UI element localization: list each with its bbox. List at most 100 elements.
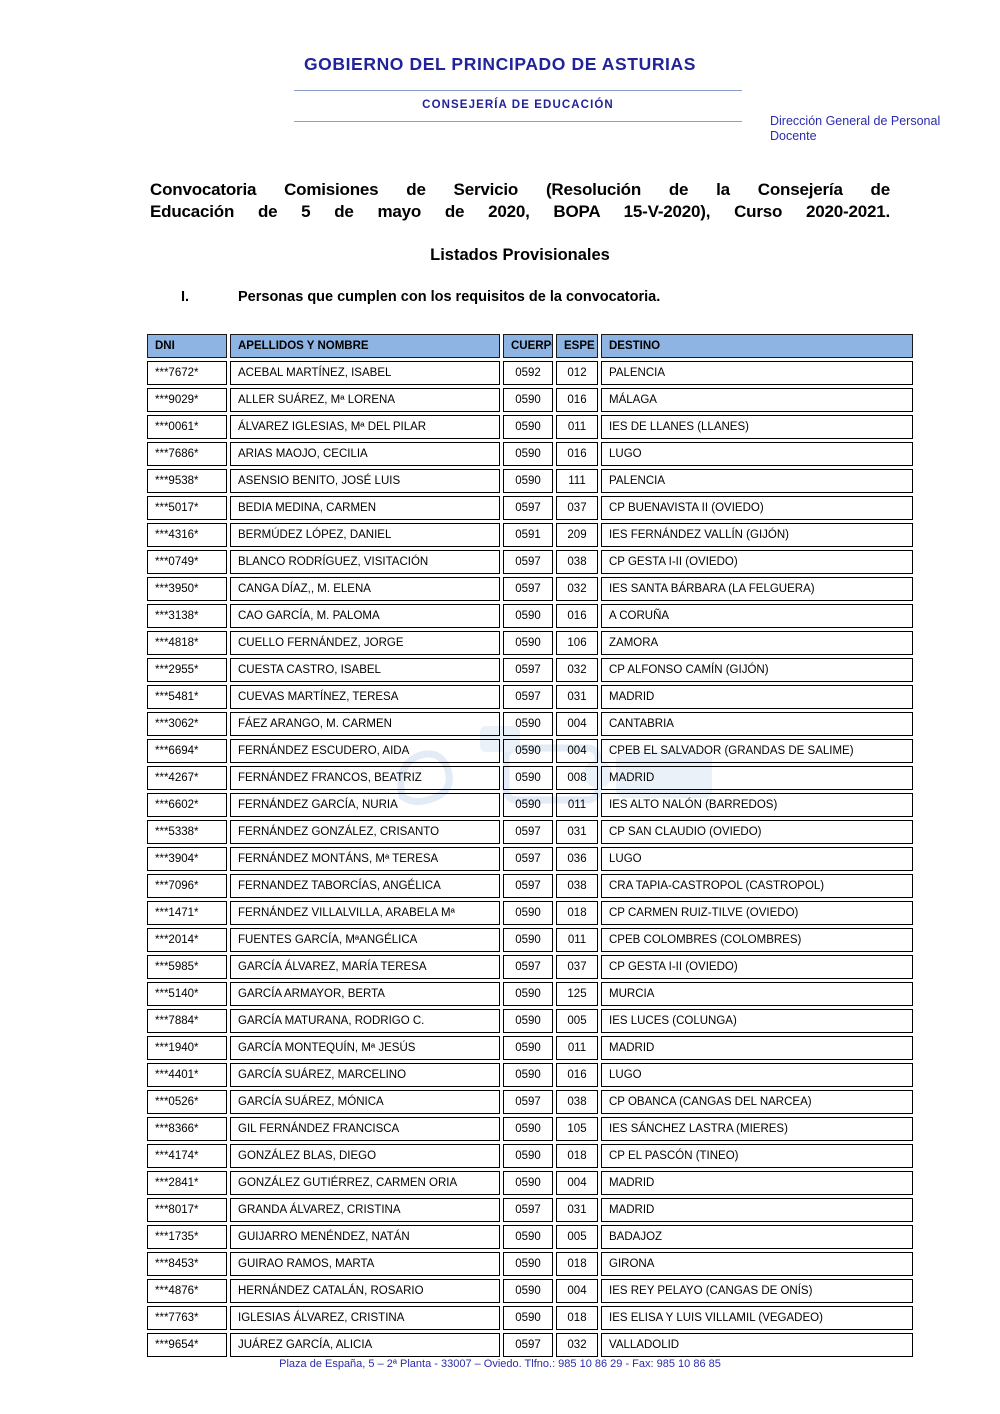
name-cell: ÁLVAREZ IGLESIAS, Mª DEL PILAR (230, 415, 500, 439)
dni-cell: ***9654* (147, 1333, 227, 1357)
cuerpo-cell: 0592 (503, 361, 553, 385)
col-header-name: APELLIDOS Y NOMBRE (230, 334, 500, 358)
table-row: ***4876* HERNÁNDEZ CATALÁN, ROSARIO 0590 00… (147, 1279, 913, 1303)
table-row: ***7096* FERNANDEZ TABORCÍAS, ANGÉLICA 059… (147, 874, 913, 898)
dni-cell: ***1940* (147, 1036, 227, 1060)
name-cell: FERNÁNDEZ GARCÍA, NURIA (230, 793, 500, 817)
dni-cell: ***5338* (147, 820, 227, 844)
table-row: ***8366* GIL FERNÁNDEZ FRANCISCA 0590 105 IE… (147, 1117, 913, 1141)
name-cell: CUESTA CASTRO, ISABEL (230, 658, 500, 682)
cuerpo-cell: 0590 (503, 1171, 553, 1195)
name-cell: JUÁREZ GARCÍA, ALICIA (230, 1333, 500, 1357)
dni-cell: ***2014* (147, 928, 227, 952)
table-row: ***7672* ACEBAL MARTÍNEZ, ISABEL 0592 012 PA… (147, 361, 913, 385)
table-row: ***0061* ÁLVAREZ IGLESIAS, Mª DEL PILAR 05… (147, 415, 913, 439)
table-row: ***1940* GARCÍA MONTEQUÍN, Mª JESÚS 0590 01… (147, 1036, 913, 1060)
table-row: ***2014* FUENTES GARCÍA, MªANGÉLICA 0590 01… (147, 928, 913, 952)
table-row: ***6602* FERNÁNDEZ GARCÍA, NURIA 0590 011 IE… (147, 793, 913, 817)
espe-cell: 016 (556, 388, 598, 412)
cuerpo-cell: 0590 (503, 442, 553, 466)
dni-cell: ***1471* (147, 901, 227, 925)
espe-cell: 105 (556, 1117, 598, 1141)
table-row: ***4818* CUELLO FERNÁNDEZ, JORGE 0590 106 ZA… (147, 631, 913, 655)
espe-cell: 036 (556, 847, 598, 871)
letterhead-divider-bottom (294, 121, 742, 122)
cuerpo-cell: 0590 (503, 1144, 553, 1168)
name-cell: BLANCO RODRÍGUEZ, VISITACIÓN (230, 550, 500, 574)
name-cell: CUEVAS MARTÍNEZ, TERESA (230, 685, 500, 709)
espe-cell: 038 (556, 874, 598, 898)
name-cell: GARCÍA ARMAYOR, BERTA (230, 982, 500, 1006)
table-row: ***7763* IGLESIAS ÁLVAREZ, CRISTINA 0590 01… (147, 1306, 913, 1330)
destino-cell: LUGO (601, 1063, 913, 1087)
table-row: ***8453* GUIRAO RAMOS, MARTA 0590 018 GIRONA (147, 1252, 913, 1276)
dni-cell: ***4267* (147, 766, 227, 790)
table-row: ***1471* FERNÁNDEZ VILLALVILLA, ARABELA M… (147, 901, 913, 925)
destino-cell: MADRID (601, 766, 913, 790)
espe-cell: 011 (556, 415, 598, 439)
col-header-espe: ESPE (556, 334, 598, 358)
dni-cell: ***6602* (147, 793, 227, 817)
destino-cell: IES FERNÁNDEZ VALLÍN (GIJÓN) (601, 523, 913, 547)
destino-cell: A CORUÑA (601, 604, 913, 628)
dni-cell: ***0749* (147, 550, 227, 574)
name-cell: BEDIA MEDINA, CARMEN (230, 496, 500, 520)
espe-cell: 037 (556, 955, 598, 979)
name-cell: GIL FERNÁNDEZ FRANCISCA (230, 1117, 500, 1141)
document-title-line1: Convocatoria Comisiones de Servicio (Res… (150, 180, 890, 199)
espe-cell: 031 (556, 820, 598, 844)
cuerpo-cell: 0590 (503, 793, 553, 817)
table-row: ***4174* GONZÁLEZ BLAS, DIEGO 0590 018 CP EL… (147, 1144, 913, 1168)
name-cell: GUIRAO RAMOS, MARTA (230, 1252, 500, 1276)
destino-cell: PALENCIA (601, 469, 913, 493)
espe-cell: 031 (556, 685, 598, 709)
table-row: ***8017* GRANDA ÁLVAREZ, CRISTINA 0597 031 M… (147, 1198, 913, 1222)
destino-cell: CP SAN CLAUDIO (OVIEDO) (601, 820, 913, 844)
name-cell: GARCÍA SUÁREZ, MÓNICA (230, 1090, 500, 1114)
table-row: ***1735* GUIJARRO MENÉNDEZ, NATÁN 0590 005 B… (147, 1225, 913, 1249)
destino-cell: IES ELISA Y LUIS VILLAMIL (VEGADEO) (601, 1306, 913, 1330)
table-row: ***7686* ARIAS MAOJO, CECILIA 0590 016 LUGO (147, 442, 913, 466)
table-row: ***0526* GARCÍA SUÁREZ, MÓNICA 0597 038 CP O… (147, 1090, 913, 1114)
document-title: Convocatoria Comisiones de Servicio (Res… (150, 179, 890, 222)
espe-cell: 005 (556, 1009, 598, 1033)
destino-cell: CP ALFONSO CAMÍN (GIJÓN) (601, 658, 913, 682)
dni-cell: ***4401* (147, 1063, 227, 1087)
name-cell: GUIJARRO MENÉNDEZ, NATÁN (230, 1225, 500, 1249)
name-cell: FERNÁNDEZ ESCUDERO, AIDA (230, 739, 500, 763)
destino-cell: BADAJOZ (601, 1225, 913, 1249)
espe-cell: 016 (556, 1063, 598, 1087)
espe-cell: 011 (556, 1036, 598, 1060)
espe-cell: 032 (556, 1333, 598, 1357)
dni-cell: ***0061* (147, 415, 227, 439)
dni-cell: ***6694* (147, 739, 227, 763)
cuerpo-cell: 0590 (503, 928, 553, 952)
dni-cell: ***2955* (147, 658, 227, 682)
dni-cell: ***9029* (147, 388, 227, 412)
dni-cell: ***3138* (147, 604, 227, 628)
table-row: ***6694* FERNÁNDEZ ESCUDERO, AIDA 0590 004 C… (147, 739, 913, 763)
destino-cell: CP BUENAVISTA II (OVIEDO) (601, 496, 913, 520)
cuerpo-cell: 0597 (503, 874, 553, 898)
name-cell: IGLESIAS ÁLVAREZ, CRISTINA (230, 1306, 500, 1330)
name-cell: FERNÁNDEZ VILLALVILLA, ARABELA Mª (230, 901, 500, 925)
name-cell: GARCÍA SUÁREZ, MARCELINO (230, 1063, 500, 1087)
name-cell: CANGA DÍAZ,, M. ELENA (230, 577, 500, 601)
espe-cell: 004 (556, 712, 598, 736)
dni-cell: ***7672* (147, 361, 227, 385)
document-title-line2: Educación de 5 de mayo de 2020, BOPA 15-… (150, 201, 890, 221)
cuerpo-cell: 0590 (503, 1306, 553, 1330)
dni-cell: ***8017* (147, 1198, 227, 1222)
dni-cell: ***4316* (147, 523, 227, 547)
espe-cell: 018 (556, 901, 598, 925)
cuerpo-cell: 0597 (503, 1333, 553, 1357)
table-row: ***2955* CUESTA CASTRO, ISABEL 0597 032 CP A… (147, 658, 913, 682)
espe-cell: 004 (556, 1171, 598, 1195)
dni-cell: ***7884* (147, 1009, 227, 1033)
table-row: ***3950* CANGA DÍAZ,, M. ELENA 0597 032 IES … (147, 577, 913, 601)
espe-cell: 011 (556, 928, 598, 952)
espe-cell: 008 (556, 766, 598, 790)
table-row: ***3904* FERNÁNDEZ MONTÁNS, Mª TERESA 0597… (147, 847, 913, 871)
table-row: ***4316* BERMÚDEZ LÓPEZ, DANIEL 0591 209 IES… (147, 523, 913, 547)
destino-cell: CP CARMEN RUIZ-TILVE (OVIEDO) (601, 901, 913, 925)
